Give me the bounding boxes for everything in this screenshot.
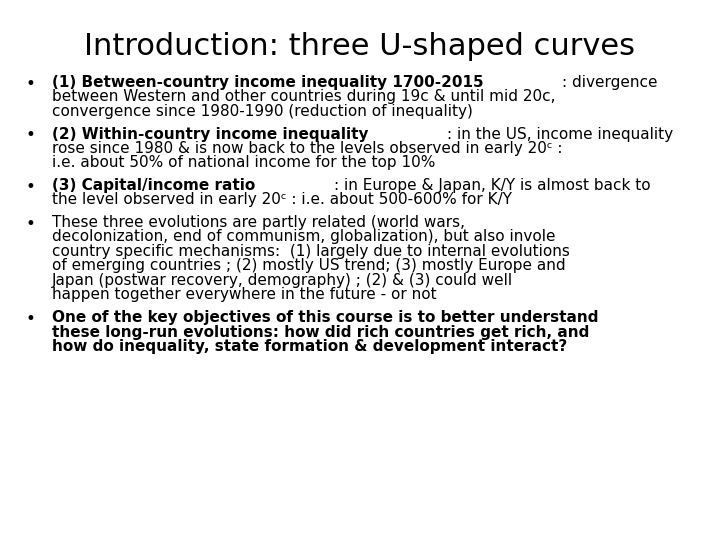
Text: •: • <box>25 126 35 145</box>
Text: (1) Between-country income inequality 1700-2015: (1) Between-country income inequality 17… <box>52 75 484 90</box>
Text: One of the key objectives of this course is to better understand: One of the key objectives of this course… <box>52 310 598 325</box>
Text: between Western and other countries during 19c & until mid 20c,: between Western and other countries duri… <box>52 90 556 105</box>
Text: These three evolutions are partly related (world wars,: These three evolutions are partly relate… <box>52 215 465 230</box>
Text: the level observed in early 20ᶜ : i.e. about 500-600% for K/Y: the level observed in early 20ᶜ : i.e. a… <box>52 192 512 207</box>
Text: convergence since 1980-1990 (reduction of inequality): convergence since 1980-1990 (reduction o… <box>52 104 473 119</box>
Text: Introduction: three U-shaped curves: Introduction: three U-shaped curves <box>84 32 636 61</box>
Text: •: • <box>25 75 35 93</box>
Text: i.e. about 50% of national income for the top 10%: i.e. about 50% of national income for th… <box>52 156 436 171</box>
Text: •: • <box>25 178 35 196</box>
Text: how do inequality, state formation & development interact?: how do inequality, state formation & dev… <box>52 339 567 354</box>
Text: of emerging countries ; (2) mostly US trend; (3) mostly Europe and: of emerging countries ; (2) mostly US tr… <box>52 259 566 273</box>
Text: decolonization, end of communism, globalization), but also invole: decolonization, end of communism, global… <box>52 230 556 245</box>
Text: rose since 1980 & is now back to the levels observed in early 20ᶜ :: rose since 1980 & is now back to the lev… <box>52 141 562 156</box>
Text: : divergence: : divergence <box>562 75 657 90</box>
Text: (2) Within-country income inequality: (2) Within-country income inequality <box>52 126 369 141</box>
Text: (3) Capital/income ratio: (3) Capital/income ratio <box>52 178 256 193</box>
Text: happen together everywhere in the future - or not: happen together everywhere in the future… <box>52 287 436 302</box>
Text: country specific mechanisms:  (1) largely due to internal evolutions: country specific mechanisms: (1) largely… <box>52 244 570 259</box>
Text: •: • <box>25 215 35 233</box>
Text: Japan (postwar recovery, demography) ; (2) & (3) could well: Japan (postwar recovery, demography) ; (… <box>52 273 513 288</box>
Text: these long-run evolutions: how did rich countries get rich, and: these long-run evolutions: how did rich … <box>52 325 590 340</box>
Text: : in the US, income inequality: : in the US, income inequality <box>447 126 673 141</box>
Text: : in Europe & Japan, K/Y is almost back to: : in Europe & Japan, K/Y is almost back … <box>333 178 650 193</box>
Text: •: • <box>25 310 35 328</box>
